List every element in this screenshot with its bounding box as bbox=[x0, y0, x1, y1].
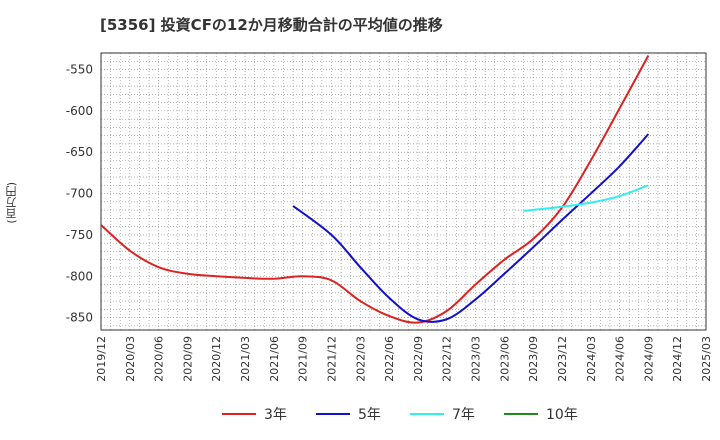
x-tick-label: 2022/03 bbox=[354, 336, 367, 382]
x-tick-label: 2020/03 bbox=[124, 336, 137, 382]
x-tick-label: 2024/12 bbox=[671, 336, 684, 382]
y-tick-label: -700 bbox=[66, 187, 93, 201]
x-tick-label: 2023/12 bbox=[556, 336, 569, 382]
series-line-5年 bbox=[292, 133, 650, 323]
plot-area bbox=[101, 53, 706, 330]
x-tick-label: 2022/12 bbox=[441, 336, 454, 382]
x-tick-label: 2024/03 bbox=[585, 336, 598, 382]
x-tick-label: 2023/06 bbox=[498, 336, 511, 382]
y-tick-label: -550 bbox=[66, 63, 93, 77]
series-line-3年 bbox=[100, 55, 650, 324]
y-tick-label: -850 bbox=[66, 311, 93, 325]
x-tick-label: 2022/06 bbox=[383, 336, 396, 382]
x-tick-label: 2020/06 bbox=[153, 336, 166, 382]
x-tick-label: 2020/12 bbox=[210, 336, 223, 382]
legend-label-5年: 5年 bbox=[358, 407, 381, 423]
legend-label-3年: 3年 bbox=[264, 407, 287, 423]
x-tick-label: 2023/03 bbox=[470, 336, 483, 382]
x-tick-label: 2021/03 bbox=[239, 336, 252, 382]
x-tick-label: 2024/06 bbox=[614, 336, 627, 382]
x-tick-label: 2025/03 bbox=[700, 336, 713, 382]
y-tick-label: -750 bbox=[66, 228, 93, 242]
x-tick-label: 2020/09 bbox=[181, 336, 194, 382]
y-tick-label: -650 bbox=[66, 145, 93, 159]
y-tick-label: -600 bbox=[66, 104, 93, 118]
x-tick-label: 2022/09 bbox=[412, 336, 425, 382]
plot-border bbox=[100, 52, 707, 331]
x-tick-label: 2021/09 bbox=[297, 336, 310, 382]
legend-label-10年: 10年 bbox=[546, 407, 578, 423]
x-tick-label: 2021/06 bbox=[268, 336, 281, 382]
x-tick-label: 2019/12 bbox=[95, 336, 108, 382]
x-tick-label: 2024/09 bbox=[642, 336, 655, 382]
series-line-7年 bbox=[523, 184, 649, 212]
x-tick-label: 2021/12 bbox=[325, 336, 338, 382]
legend-label-7年: 7年 bbox=[452, 407, 475, 423]
y-tick-label: -800 bbox=[66, 269, 93, 283]
x-tick-label: 2023/09 bbox=[527, 336, 540, 382]
chart-title: [5356] 投資CFの12か月移動合計の平均値の推移 bbox=[100, 16, 443, 34]
